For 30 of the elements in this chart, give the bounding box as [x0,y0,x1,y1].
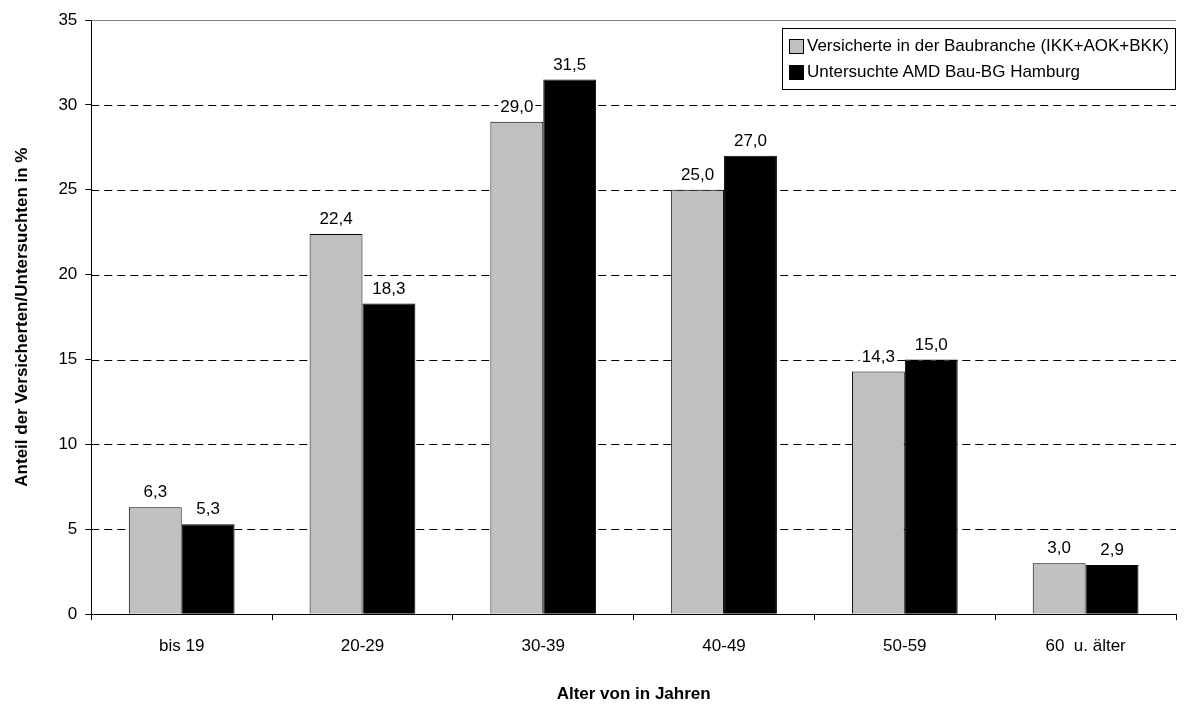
y-tick-label: 20 [58,264,78,284]
data-label: 14,3 [861,346,895,366]
y-tick-label: 0 [67,603,78,623]
y-tick-label: 10 [58,434,78,454]
data-label: 5,3 [196,499,220,519]
legend-label: Untersuchte AMD Bau-BG Hamburg [807,61,1081,83]
data-label: 29,0 [500,97,534,117]
y-tick-label: 25 [58,179,78,199]
data-label: 18,3 [372,278,406,298]
x-tick-label: 30-39 [521,636,566,656]
x-axis-title: Alter von in Jahren [556,684,711,704]
y-tick-label: 5 [67,519,78,538]
y-tick-label: 35 [58,9,78,29]
x-tick-label: bis 19 [159,636,205,656]
x-tick-label: 60 u. älter [1045,636,1127,656]
x-tick-label: 40-49 [702,636,746,656]
x-tick-label: 20-29 [340,636,385,656]
data-label: 27,0 [733,131,768,150]
data-label: 22,4 [319,209,353,229]
y-tick-label: 30 [58,94,78,114]
legend-label: Versicherte in der Baubranche (IKK+AOK+BKK) [807,35,1169,57]
data-label: 6,3 [143,482,168,502]
data-label: 31,5 [553,54,587,74]
data-label: 25,0 [681,164,715,184]
data-label: 3,0 [1047,538,1071,558]
y-tick-label: 15 [58,349,78,369]
y-axis-title: Anteil der Versicherten/Untersuchten in % [11,147,31,487]
x-tick-label: 50-59 [883,636,927,656]
data-label: 15,0 [914,334,948,354]
data-label: 2,9 [1100,540,1124,560]
